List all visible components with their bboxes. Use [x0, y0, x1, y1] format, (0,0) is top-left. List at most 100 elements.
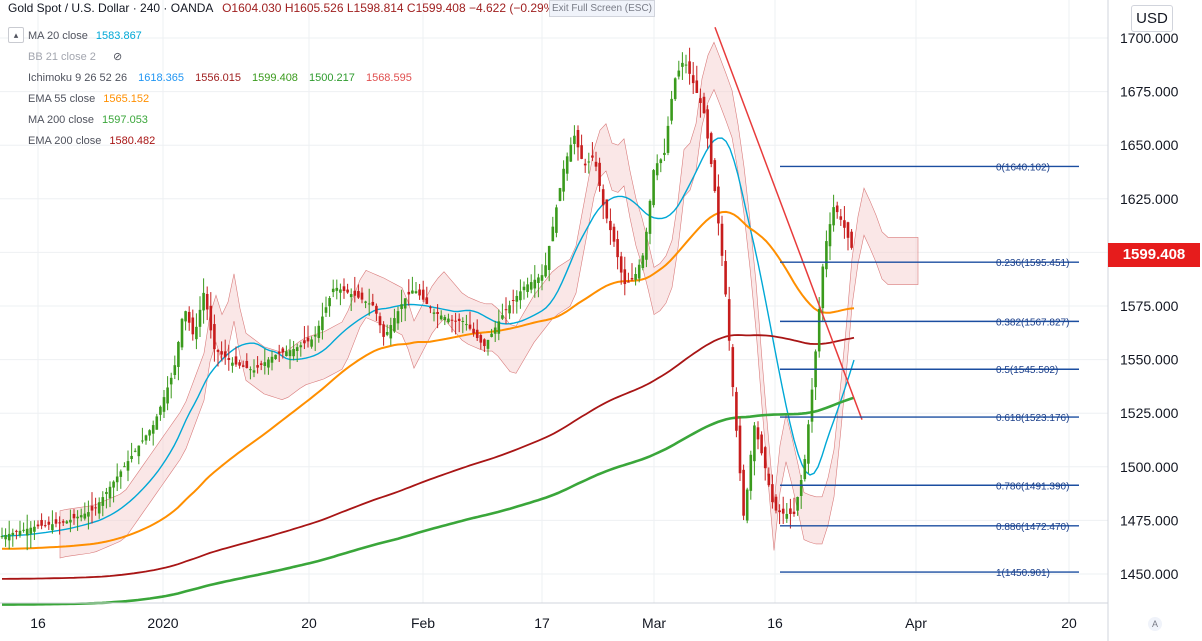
- candle-body: [285, 351, 288, 357]
- candle-body: [259, 363, 263, 365]
- candle-body: [267, 359, 270, 368]
- time-tick: Apr: [905, 615, 927, 631]
- candle-body: [360, 292, 364, 300]
- candle-body: [630, 278, 634, 280]
- time-tick: 2020: [147, 615, 178, 631]
- legend-row-ichimoku[interactable]: Ichimoku 9 26 52 26 1618.365 1556.015 15…: [28, 72, 412, 84]
- time-tick: 16: [30, 615, 46, 631]
- candle-body: [619, 256, 623, 273]
- candle-body: [418, 289, 421, 296]
- candle-body: [817, 309, 821, 352]
- candle-body: [353, 290, 357, 296]
- candle-body: [515, 295, 519, 302]
- candle-body: [43, 525, 47, 527]
- legend-row-ma20[interactable]: MA 20 close 1583.867: [28, 30, 142, 42]
- candle-body: [87, 512, 90, 517]
- candle-body: [558, 188, 562, 201]
- candle-body: [155, 416, 159, 430]
- candle-body: [385, 331, 389, 335]
- candle-body: [105, 491, 108, 495]
- candle-body: [357, 291, 360, 298]
- candle-body: [159, 406, 162, 415]
- ema55-line: [2, 210, 855, 550]
- chevron-up-icon[interactable]: ▴: [8, 27, 24, 43]
- candle-body: [663, 152, 666, 155]
- legend-row-ma200[interactable]: MA 200 close 1597.053: [28, 114, 148, 126]
- candle-body: [216, 349, 220, 352]
- candle-body: [349, 294, 353, 298]
- candle-body: [789, 508, 792, 514]
- candle-body: [648, 200, 652, 234]
- candle-body: [522, 286, 526, 291]
- auto-scale-icon[interactable]: A: [1148, 617, 1162, 631]
- candle-body: [537, 277, 540, 283]
- legend-row-ema200[interactable]: EMA 200 close 1580.482: [28, 135, 156, 147]
- candle-body: [792, 511, 796, 514]
- candle-body: [115, 476, 119, 483]
- candle-body: [425, 297, 429, 304]
- legend-row-bb21[interactable]: BB 21 close 2 ⊘: [28, 51, 123, 63]
- candle-body: [389, 325, 393, 339]
- symbol-title[interactable]: Gold Spot / U.S. Dollar · 240 · OANDA: [8, 1, 213, 15]
- candle-body: [220, 351, 223, 355]
- candle-body: [843, 220, 846, 228]
- candle-body: [457, 318, 461, 322]
- fib-level-label: 0.5(1545.502): [996, 365, 1058, 376]
- candle-body: [169, 377, 173, 385]
- fib-level-label: 0.886(1472.470): [996, 522, 1069, 533]
- candle-body: [173, 365, 177, 376]
- chart-grid: [0, 0, 1108, 603]
- currency-button[interactable]: USD: [1131, 5, 1173, 32]
- candle-body: [400, 304, 403, 309]
- candle-body: [234, 356, 238, 365]
- candle-body: [706, 109, 709, 139]
- candle-body: [331, 288, 335, 293]
- ohlc-readout: O1604.030 H1605.526 L1598.814 C1599.408 …: [222, 1, 559, 15]
- candle-body: [25, 528, 29, 536]
- candle-body: [526, 284, 529, 292]
- candle-body: [263, 362, 267, 366]
- candle-body: [119, 471, 123, 477]
- candle-body: [447, 318, 450, 323]
- candle-body: [299, 345, 303, 348]
- candle-body: [691, 75, 695, 84]
- candle-body: [36, 524, 40, 527]
- candle-body: [69, 519, 72, 523]
- candle-body: [796, 496, 799, 511]
- candle-body: [321, 316, 324, 331]
- eye-off-icon[interactable]: ⊘: [112, 51, 123, 63]
- candle-body: [313, 335, 317, 337]
- candle-body: [738, 425, 742, 474]
- exit-fullscreen-button[interactable]: Exit Full Screen (ESC): [549, 0, 655, 17]
- candle-body: [684, 64, 688, 66]
- candle-body: [699, 98, 702, 104]
- candle-body: [40, 520, 43, 526]
- candle-body: [598, 162, 601, 186]
- candle-body: [486, 339, 490, 349]
- candle-body: [670, 98, 673, 121]
- candle-body: [533, 279, 537, 289]
- fib-level-label: 0.786(1491.390): [996, 481, 1069, 492]
- candle-body: [652, 170, 655, 206]
- candle-body: [29, 527, 33, 534]
- candle-body: [94, 507, 97, 509]
- legend-row-ema55[interactable]: EMA 55 close 1565.152: [28, 93, 150, 105]
- candle-body: [148, 430, 151, 436]
- candle-body: [191, 317, 195, 335]
- candle-body: [97, 502, 101, 514]
- candle-body: [33, 526, 36, 532]
- candle-body: [205, 293, 209, 310]
- candle-body: [238, 362, 241, 366]
- indicator-lines: [1, 137, 855, 606]
- candle-body: [727, 299, 731, 341]
- candle-body: [472, 328, 475, 334]
- candle-body: [832, 207, 835, 226]
- candle-body: [785, 513, 789, 519]
- candle-body: [15, 530, 18, 532]
- candle-body: [504, 309, 508, 311]
- candle-body: [465, 324, 468, 326]
- candle-body: [306, 337, 310, 342]
- fib-level-label: 0.236(1595.451): [996, 258, 1069, 269]
- price-tick: 1675.000: [1120, 84, 1179, 100]
